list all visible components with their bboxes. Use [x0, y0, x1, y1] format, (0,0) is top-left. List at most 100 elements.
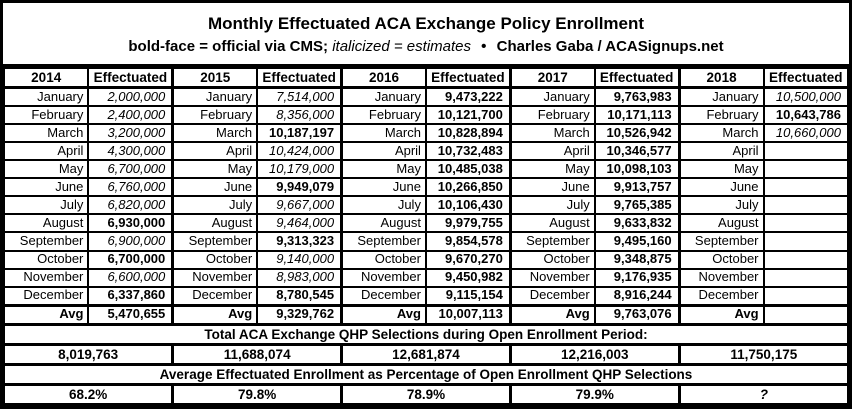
month-row-april: April 4,300,000 April 10,424,000 April 10,732…: [3, 141, 849, 162]
month-label-2015-january: January: [171, 86, 259, 108]
month-label-2015-february: February: [171, 105, 259, 126]
value-2016-october: 9,670,270: [424, 249, 512, 270]
value-2018-december: [762, 285, 849, 307]
value-2015-march: 10,187,197: [256, 123, 343, 144]
month-label-2014-june: June: [3, 177, 90, 198]
totals-values-row: 8,019,763 11,688,074 12,681,874 12,216,003 1…: [3, 343, 849, 366]
month-label-2014-january: January: [3, 86, 90, 108]
value-2017-december: 8,916,244: [593, 285, 681, 307]
month-label-2015-december: December: [171, 285, 259, 307]
month-label-2015-august: August: [171, 213, 259, 234]
value-2016-february: 10,121,700: [424, 105, 512, 126]
value-2016-august: 9,979,755: [424, 213, 512, 234]
month-label-2016-february: February: [340, 105, 427, 126]
total-qhp-2015: 11,688,074: [171, 343, 343, 366]
value-2018-august: [762, 213, 849, 234]
value-2014-august: 6,930,000: [87, 213, 174, 234]
value-2018-january: 10,500,000: [762, 86, 849, 108]
percentage-label-row: Average Effectuated Enrollment as Percen…: [3, 363, 849, 387]
author-credit: Charles Gaba / ACASignups.net: [496, 38, 724, 56]
percentage-label: Average Effectuated Enrollment as Percen…: [3, 363, 849, 387]
avg-label-2017: Avg: [508, 303, 596, 326]
month-label-2015-april: April: [171, 141, 259, 162]
month-label-2015-november: November: [171, 267, 259, 288]
month-label-2017-july: July: [508, 195, 596, 216]
effectuated-header-2015: Effectuated: [256, 67, 343, 89]
percentage-2018: ?: [677, 383, 849, 406]
value-2014-june: 6,760,000: [87, 177, 174, 198]
month-row-october: October 6,700,000 October 9,140,000 October 9…: [3, 249, 849, 270]
avg-label-2018: Avg: [677, 303, 765, 326]
month-label-2017-april: April: [508, 141, 596, 162]
value-2014-october: 6,700,000: [87, 249, 174, 270]
month-row-august: August 6,930,000 August 9,464,000 August 9,97…: [3, 213, 849, 234]
month-row-february: February 2,400,000 February 8,356,000 Februa…: [3, 105, 849, 126]
month-label-2017-november: November: [508, 267, 596, 288]
total-qhp-2017: 12,216,003: [508, 343, 681, 366]
legend-italic-label: italicized = estimates: [332, 38, 471, 56]
value-2018-june: [762, 177, 849, 198]
value-2018-february: 10,643,786: [762, 105, 849, 126]
value-2017-august: 9,633,832: [593, 213, 681, 234]
report-title: Monthly Effectuated ACA Exchange Policy …: [207, 14, 645, 33]
report-header: Monthly Effectuated ACA Exchange Policy …: [3, 3, 849, 68]
month-label-2017-december: December: [508, 285, 596, 307]
avg-label-2015: Avg: [171, 303, 259, 326]
total-qhp-2014: 8,019,763: [3, 343, 174, 366]
effectuated-header-2018: Effectuated: [762, 67, 849, 89]
month-label-2018-july: July: [677, 195, 765, 216]
avg-value-2015: 9,329,762: [256, 303, 343, 326]
effectuated-header-2017: Effectuated: [593, 67, 681, 89]
value-2018-october: [762, 249, 849, 270]
month-label-2017-may: May: [508, 159, 596, 180]
month-label-2018-june: June: [677, 177, 765, 198]
month-label-2015-july: July: [171, 195, 259, 216]
month-label-2015-june: June: [171, 177, 259, 198]
bullet-separator: •: [481, 38, 487, 56]
month-label-2015-may: May: [171, 159, 259, 180]
total-qhp-2018: 11,750,175: [677, 343, 849, 366]
totals-label-row: Total ACA Exchange QHP Selections during…: [3, 323, 849, 347]
year-header-2017: 2017: [508, 67, 596, 89]
month-label-2014-may: May: [3, 159, 90, 180]
month-label-2014-august: August: [3, 213, 90, 234]
month-label-2016-january: January: [340, 86, 427, 108]
month-label-2014-july: July: [3, 195, 90, 216]
value-2015-june: 9,949,079: [256, 177, 343, 198]
month-label-2016-december: December: [340, 285, 427, 307]
legend-bold-label: bold-face = official via CMS;: [128, 38, 329, 56]
avg-value-2018: [762, 303, 849, 326]
value-2018-november: [762, 267, 849, 288]
month-label-2014-december: December: [3, 285, 90, 307]
value-2014-january: 2,000,000: [87, 86, 174, 108]
month-label-2016-june: June: [340, 177, 427, 198]
month-label-2017-january: January: [508, 86, 596, 108]
month-label-2014-april: April: [3, 141, 90, 162]
value-2015-april: 10,424,000: [256, 141, 343, 162]
value-2017-march: 10,526,942: [593, 123, 681, 144]
year-header-2015: 2015: [171, 67, 259, 89]
avg-value-2017: 9,763,076: [593, 303, 681, 326]
month-row-december: December 6,337,860 December 8,780,545 Decemb…: [3, 285, 849, 307]
value-2016-april: 10,732,483: [424, 141, 512, 162]
value-2017-november: 9,176,935: [593, 267, 681, 288]
month-label-2016-september: September: [340, 231, 427, 252]
month-label-2017-february: February: [508, 105, 596, 126]
month-label-2014-november: November: [3, 267, 90, 288]
value-2014-april: 4,300,000: [87, 141, 174, 162]
month-row-september: September 6,900,000 September 9,313,323 Sept…: [3, 231, 849, 252]
value-2017-july: 9,765,385: [593, 195, 681, 216]
value-2014-september: 6,900,000: [87, 231, 174, 252]
value-2014-may: 6,700,000: [87, 159, 174, 180]
month-label-2018-november: November: [677, 267, 765, 288]
month-label-2016-august: August: [340, 213, 427, 234]
year-header-2016: 2016: [340, 67, 427, 89]
value-2017-october: 9,348,875: [593, 249, 681, 270]
month-row-june: June 6,760,000 June 9,949,079 June 10,266,850…: [3, 177, 849, 198]
value-2018-september: [762, 231, 849, 252]
value-2018-july: [762, 195, 849, 216]
value-2015-november: 8,983,000: [256, 267, 343, 288]
value-2016-march: 10,828,894: [424, 123, 512, 144]
month-label-2017-october: October: [508, 249, 596, 270]
